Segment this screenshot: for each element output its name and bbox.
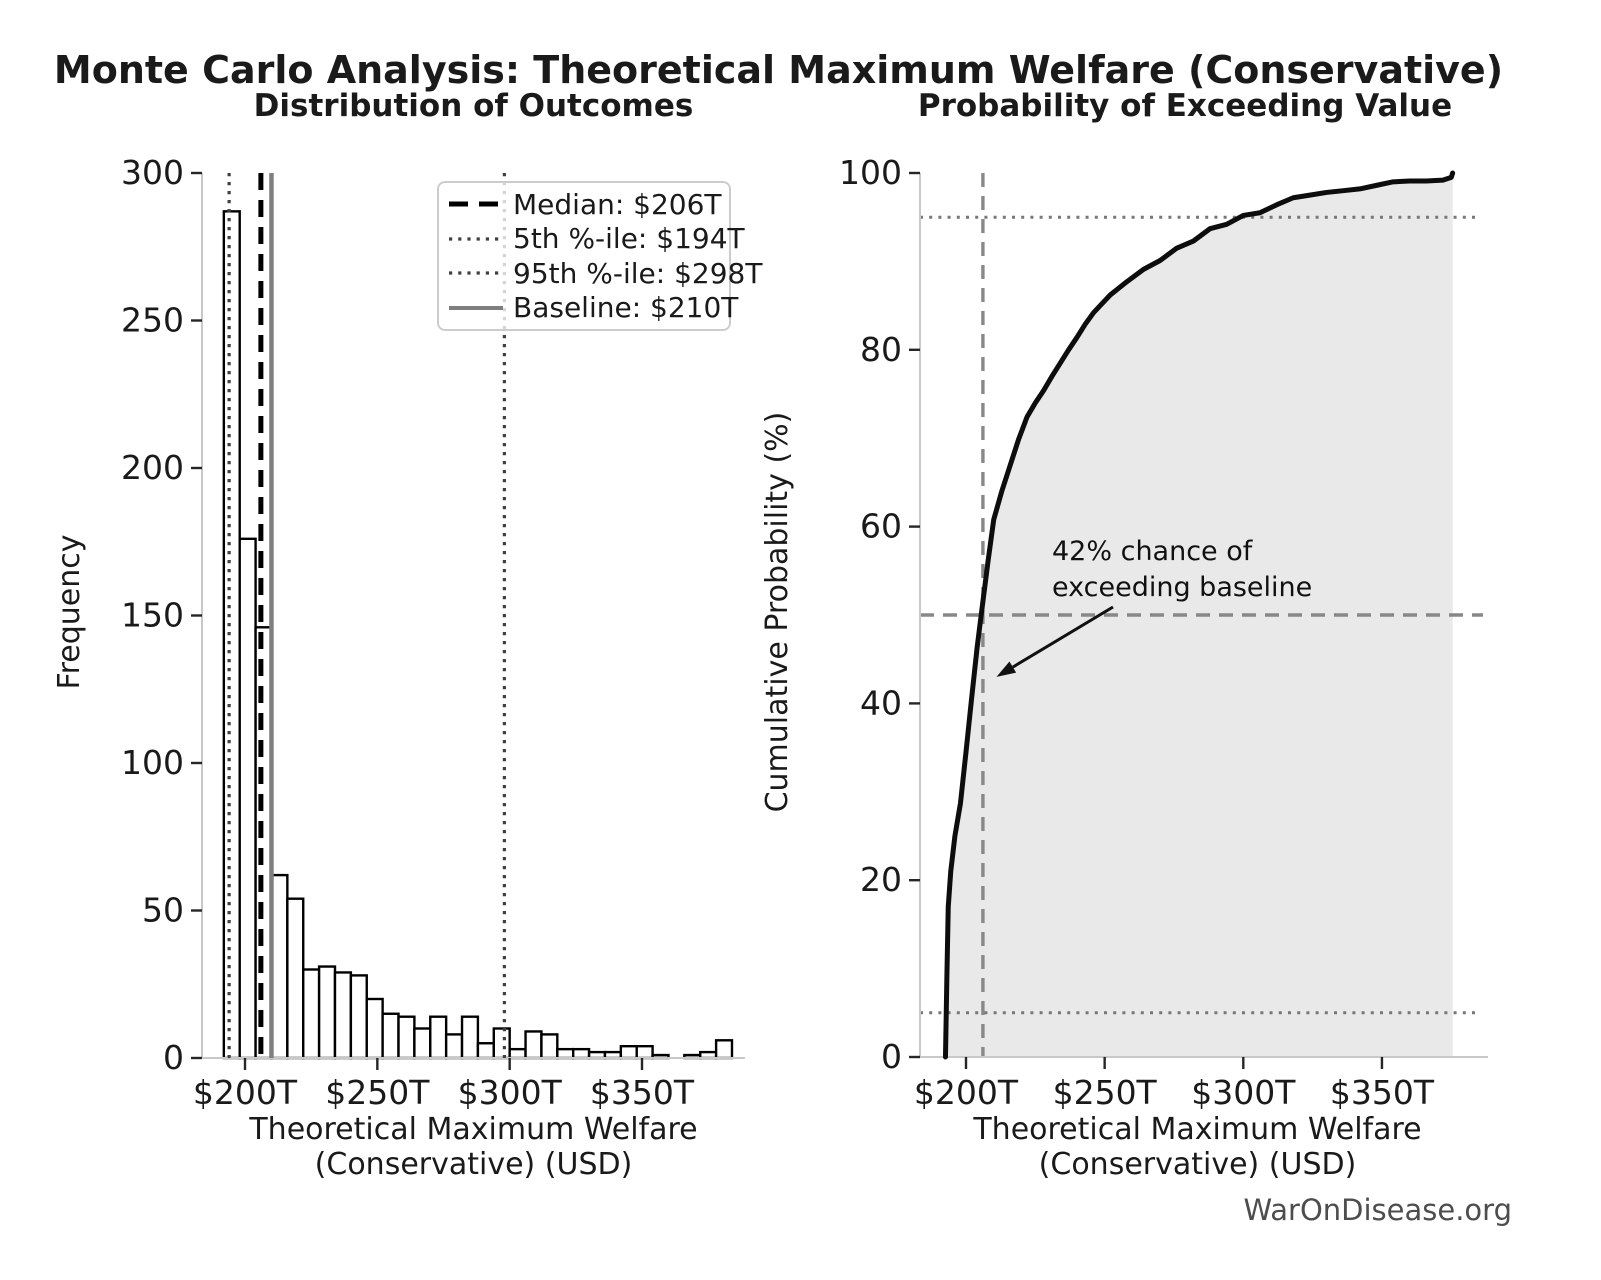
right-chart-title: Probability of Exceeding Value bbox=[917, 88, 1453, 124]
legend-item: Median: $206T bbox=[447, 187, 722, 221]
cdf-annotation: 42% chance of exceeding baseline bbox=[1052, 536, 1313, 603]
y-tick-label: 0 bbox=[881, 1037, 902, 1076]
histogram-bar bbox=[492, 1027, 511, 1060]
legend-item-label: 5th %-ile: $194T bbox=[513, 222, 745, 256]
left-x-axis-label: Theoretical Maximum Welfare (Conservativ… bbox=[249, 1112, 698, 1182]
legend: Median: $206T 5th %-ile: $194T 95th %-ile:… bbox=[437, 181, 762, 331]
legend-item: 95th %-ile: $298T bbox=[447, 256, 762, 290]
x-tick-label: $300T bbox=[1191, 1073, 1296, 1112]
histogram-bar bbox=[365, 997, 384, 1060]
histogram-bar bbox=[524, 1030, 543, 1060]
histogram-bar bbox=[714, 1039, 734, 1060]
x-tick-label: $250T bbox=[1053, 1073, 1158, 1112]
histogram-bar bbox=[619, 1044, 638, 1060]
cdf-curve bbox=[942, 170, 1456, 1060]
y-tick-label: 80 bbox=[860, 330, 902, 369]
legend-item-label: Baseline: $210T bbox=[513, 291, 739, 325]
x-tick-label: $200T bbox=[193, 1073, 298, 1112]
histogram-bar bbox=[635, 1044, 654, 1060]
x-tick-label: $200T bbox=[914, 1073, 1019, 1112]
histogram-bar bbox=[381, 1012, 400, 1060]
legend-line-sample-dotted bbox=[449, 271, 503, 275]
y-tick-label: 300 bbox=[121, 153, 184, 192]
histogram-bar bbox=[460, 1015, 480, 1060]
y-tick-label: 40 bbox=[860, 683, 902, 722]
right-x-axis-label: Theoretical Maximum Welfare (Conservativ… bbox=[973, 1112, 1422, 1182]
legend-line-sample-solid bbox=[449, 305, 503, 310]
x-tick-label: $350T bbox=[1330, 1073, 1435, 1112]
y-tick-label: 100 bbox=[121, 743, 184, 782]
legend-line-sample-dotted bbox=[449, 237, 503, 241]
legend-item-label: 95th %-ile: $298T bbox=[513, 256, 763, 290]
y-tick-label: 100 bbox=[839, 153, 902, 192]
histogram-bar bbox=[286, 897, 305, 1060]
histogram-bar bbox=[429, 1015, 448, 1060]
histogram-bar bbox=[397, 1015, 416, 1060]
left-chart-title: Distribution of Outcomes bbox=[253, 88, 694, 124]
histogram-bar bbox=[540, 1033, 559, 1060]
x-tick-label: $350T bbox=[590, 1073, 695, 1112]
y-tick-label: 0 bbox=[163, 1038, 184, 1077]
histogram-bar bbox=[254, 626, 273, 1060]
histogram-bar bbox=[571, 1047, 591, 1060]
histogram-bar bbox=[508, 1047, 527, 1060]
x-tick-label: $300T bbox=[458, 1073, 563, 1112]
y-tick-label: 250 bbox=[121, 301, 184, 340]
y-tick-label: 50 bbox=[142, 891, 184, 930]
histogram-bar bbox=[413, 1027, 432, 1060]
histogram-bar bbox=[333, 971, 353, 1060]
footer-watermark: WarOnDisease.org bbox=[1243, 1193, 1512, 1227]
histogram-bar bbox=[238, 537, 257, 1060]
legend-item: 5th %-ile: $194T bbox=[447, 222, 745, 256]
histogram-bar bbox=[317, 965, 337, 1060]
histogram-bar bbox=[270, 873, 289, 1060]
histogram-bar bbox=[444, 1033, 464, 1060]
histogram-bar bbox=[349, 974, 368, 1060]
y-tick-label: 60 bbox=[860, 507, 902, 546]
annotation-arrow-line bbox=[1012, 605, 1114, 669]
histogram-bar bbox=[476, 1042, 495, 1060]
legend-line-sample-dashed bbox=[449, 201, 503, 207]
legend-item-label: Median: $206T bbox=[513, 187, 722, 221]
y-tick-label: 200 bbox=[121, 448, 184, 487]
x-tick-label: $250T bbox=[325, 1073, 430, 1112]
figure-title: Monte Carlo Analysis: Theoretical Maximu… bbox=[53, 48, 1504, 92]
y-tick-label: 20 bbox=[860, 860, 902, 899]
histogram-bar bbox=[556, 1047, 575, 1060]
histogram-bar bbox=[302, 968, 321, 1060]
legend-item: Baseline: $210T bbox=[447, 291, 738, 325]
annotation-arrowhead bbox=[996, 661, 1017, 677]
y-tick-label: 150 bbox=[121, 596, 184, 635]
histogram-bar bbox=[222, 210, 241, 1060]
